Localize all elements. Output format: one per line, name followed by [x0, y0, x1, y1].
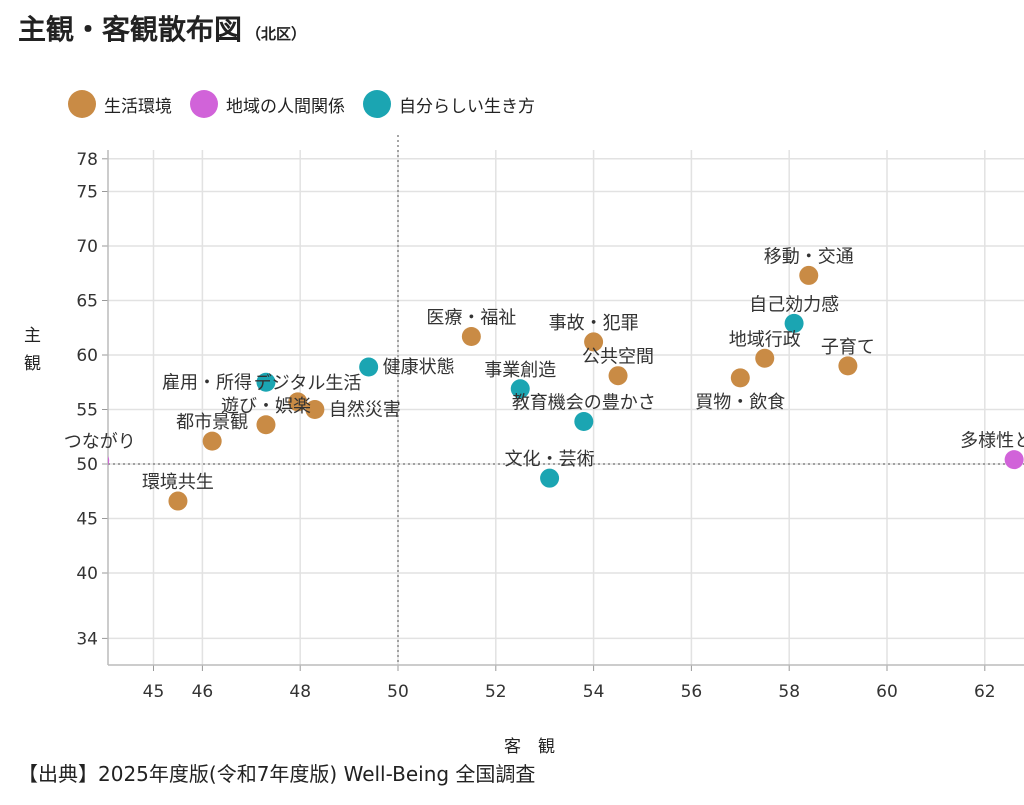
- data-label: 自然災害: [329, 400, 401, 421]
- y-tick-label: 78: [76, 150, 98, 170]
- legend-marker: [68, 90, 96, 118]
- legend-label: 自分らしい生き方: [399, 96, 535, 117]
- y-axis-label: 主観: [24, 326, 41, 374]
- data-label: 買物・飲食: [695, 392, 785, 413]
- source-note: 【出典】2025年度版(令和7年度版) Well-Being 全国調査: [18, 762, 536, 786]
- data-label: 移動・交通: [764, 246, 854, 267]
- data-point: [574, 411, 594, 431]
- legend-item-2[interactable]: 自分らしい生き方: [363, 90, 535, 118]
- legend-marker: [190, 90, 218, 118]
- x-tick-label: 45: [143, 682, 165, 702]
- data-point: [584, 332, 604, 352]
- data-label: 地域行政: [729, 329, 801, 350]
- legend-marker: [363, 90, 391, 118]
- y-tick-label: 60: [76, 346, 98, 366]
- data-point: [108, 456, 110, 466]
- data-label: 事業創造: [484, 360, 556, 381]
- y-tick-label: 75: [76, 183, 98, 203]
- data-point: [540, 468, 560, 488]
- legend-item-0[interactable]: 生活環境: [68, 90, 172, 118]
- data-label: 教育機会の豊かさ: [512, 392, 656, 413]
- y-tick-label: 34: [76, 629, 98, 649]
- legend-item-1[interactable]: 地域の人間関係: [190, 90, 345, 118]
- data-label: 雇用・所得: [162, 372, 252, 393]
- data-point: [202, 431, 222, 451]
- legend-label: 生活環境: [104, 96, 172, 117]
- data-label: 自己効力感: [749, 294, 839, 315]
- y-tick-label: 65: [76, 292, 98, 312]
- title-text: 主観・客観散布図: [18, 13, 243, 46]
- x-tick-label: 50: [387, 682, 409, 702]
- x-tick-label: 62: [974, 682, 996, 702]
- data-label: 環境共生: [142, 472, 214, 493]
- data-point: [730, 368, 750, 388]
- data-point: [359, 357, 379, 377]
- data-point: [838, 356, 858, 376]
- data-point: [1004, 450, 1024, 470]
- legend-label: 地域の人間関係: [226, 96, 345, 117]
- data-label: 事故・犯罪: [549, 313, 639, 334]
- data-label: 多様性と寛容: [960, 431, 1024, 452]
- legend: 生活環境 地域の人間関係 自分らしい生き方: [68, 90, 535, 118]
- points-layer: [108, 265, 1024, 511]
- x-tick-label: 52: [485, 682, 507, 702]
- x-tick-label: 48: [289, 682, 311, 702]
- y-tick-label: 50: [76, 455, 98, 475]
- data-point: [256, 415, 276, 435]
- x-tick-label: 58: [778, 682, 800, 702]
- data-label: 子育て: [821, 337, 875, 358]
- y-tick-label: 70: [76, 237, 98, 257]
- x-tick-label: 60: [876, 682, 898, 702]
- data-point: [608, 366, 628, 386]
- data-label: 医療・福祉: [426, 307, 516, 328]
- data-label: 遊び・娯楽: [221, 396, 311, 417]
- data-label: 文化・芸術: [505, 449, 595, 470]
- x-axis-label: 客 観: [504, 737, 555, 757]
- x-tick-label: 56: [681, 682, 703, 702]
- data-label: 公共空間: [582, 347, 654, 368]
- data-point: [755, 348, 775, 368]
- data-point: [461, 326, 481, 346]
- chart-title: 主観・客観散布図 （北区）: [18, 8, 306, 48]
- x-tick-label: 46: [192, 682, 214, 702]
- y-tick-label: 45: [76, 510, 98, 530]
- data-point: [799, 265, 819, 285]
- x-tick-label: 54: [583, 682, 605, 702]
- y-tick-label: 55: [76, 401, 98, 421]
- data-point: [305, 400, 325, 419]
- data-point: [168, 491, 188, 511]
- data-point: [288, 392, 308, 412]
- data-point: [784, 313, 804, 333]
- y-tick-label: 40: [76, 564, 98, 584]
- data-label: つながり: [64, 432, 136, 453]
- data-label: デジタル生活: [254, 373, 362, 394]
- data-label: 都市景観: [176, 412, 248, 433]
- data-point: [256, 372, 276, 392]
- subtitle-text: （北区）: [246, 25, 307, 43]
- data-label: 健康状態: [383, 357, 455, 378]
- data-point: [510, 379, 530, 399]
